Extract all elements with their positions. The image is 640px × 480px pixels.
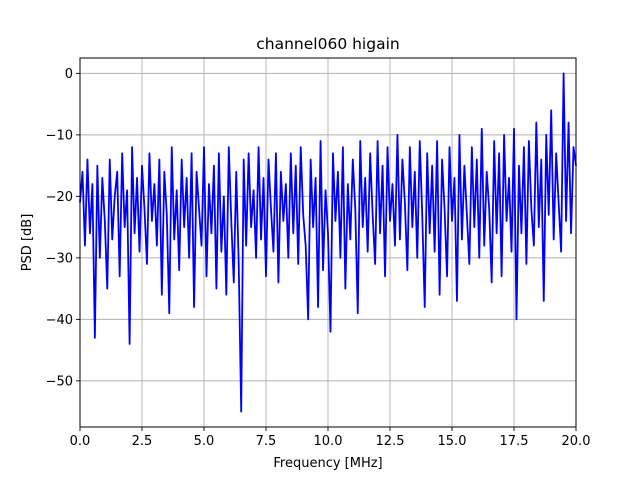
- y-tick-label: −30: [46, 251, 73, 266]
- y-axis-label: PSD [dB]: [20, 214, 35, 272]
- y-tick-label: 0: [65, 67, 73, 82]
- x-tick-label: 0.0: [70, 434, 91, 449]
- x-tick-label: 12.5: [376, 434, 405, 449]
- x-tick-label: 7.5: [256, 434, 277, 449]
- y-axis: 0 −10 −20 −30 −40 −50: [46, 67, 80, 389]
- x-axis: 0.0 2.5 5.0 7.5 10.0 12.5 15.0 17.5 20.0: [70, 427, 591, 449]
- y-tick-label: −20: [46, 190, 73, 205]
- x-tick-label: 17.5: [500, 434, 529, 449]
- chart-title: channel060 higain: [256, 35, 399, 53]
- x-tick-label: 20.0: [562, 434, 591, 449]
- x-tick-label: 10.0: [314, 434, 343, 449]
- y-tick-label: −50: [46, 374, 73, 389]
- x-tick-label: 15.0: [438, 434, 467, 449]
- psd-series-line: [79, 72, 577, 413]
- series-layer: [79, 72, 577, 413]
- y-tick-label: −10: [46, 128, 73, 143]
- x-axis-label: Frequency [MHz]: [273, 456, 382, 471]
- x-tick-label: 5.0: [194, 434, 215, 449]
- x-tick-label: 2.5: [132, 434, 153, 449]
- y-tick-label: −40: [46, 313, 73, 328]
